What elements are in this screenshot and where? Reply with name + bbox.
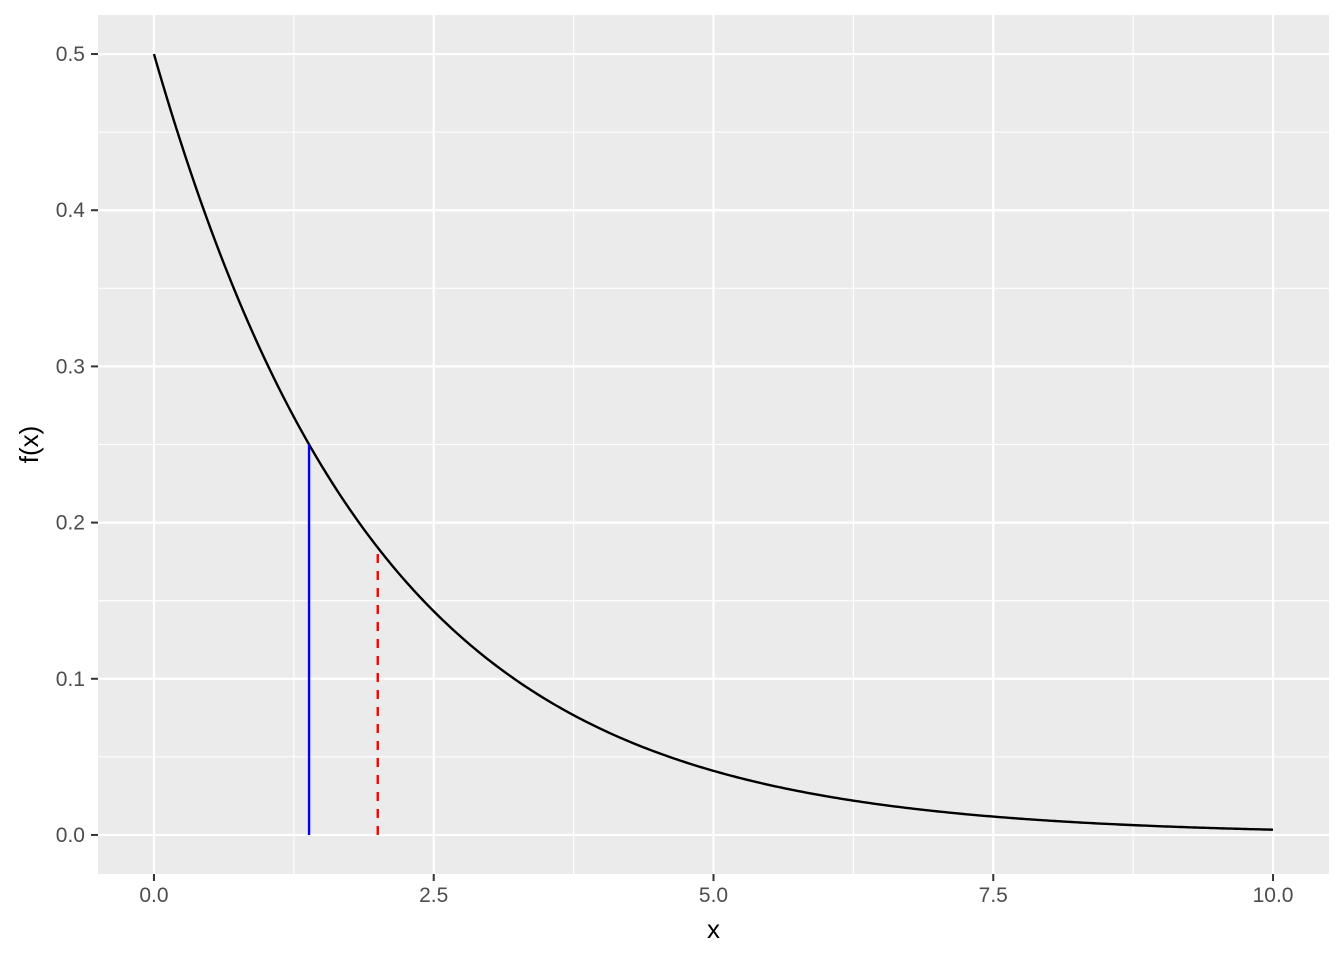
y-tick-label: 0.4	[56, 199, 86, 222]
x-tick-label: 2.5	[419, 884, 448, 907]
y-axis-title: f(x)	[14, 426, 44, 464]
x-tick-label: 5.0	[699, 884, 728, 907]
x-tick-label: 7.5	[979, 884, 1008, 907]
y-tick-label: 0.1	[56, 668, 85, 691]
y-tick-label: 0.0	[56, 824, 85, 847]
y-tick-label: 0.2	[56, 512, 85, 535]
y-tick-label: 0.3	[56, 355, 85, 378]
x-tick-label: 0.0	[139, 884, 168, 907]
x-tick-label: 10.0	[1253, 884, 1294, 907]
density-curve	[152, 53, 1274, 831]
y-tick-label: 0.5	[56, 43, 85, 66]
x-axis-title: x	[707, 914, 720, 944]
